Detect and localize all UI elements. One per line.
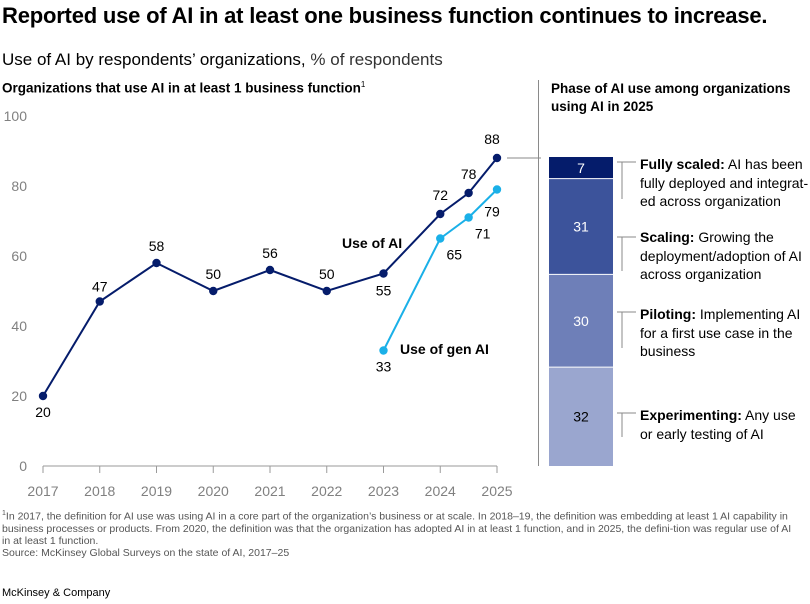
subtitle-unit: % of respondents [305, 50, 443, 69]
phase-scaling: Scaling: Growing the deployment/adoption… [640, 228, 810, 284]
y-tick-label-100: 100 [4, 108, 28, 124]
point-gen-ai-2023 [379, 346, 388, 355]
panel-divider [538, 80, 539, 466]
data-label-gen-ai-2024: 65 [446, 247, 462, 263]
data-label-gen-ai-2025: 79 [484, 204, 500, 220]
point-gen-ai-2024 [436, 234, 445, 243]
phase-scaling-desc: Growing the deployment/adoption of AI ac… [640, 229, 802, 282]
phase-experimenting: Experimenting: Any use or early testing … [640, 406, 810, 443]
x-tick-label-2023: 2023 [368, 483, 399, 499]
series-label-ai: Use of AI [342, 235, 402, 251]
data-label-ai-2022: 50 [319, 266, 335, 282]
data-label-ai-2018: 47 [92, 279, 108, 295]
bar-segment-piloting [549, 274, 613, 368]
phase-piloting-name: Piloting: [640, 306, 696, 322]
y-tick-label-40: 40 [11, 318, 27, 334]
series-line-ai [42, 157, 498, 397]
phase-fully-scaled: Fully scaled: AI has been fully deployed… [640, 155, 810, 211]
bar-value-scaling: 31 [573, 219, 589, 235]
line-chart-heading: Organizations that use AI in at least 1 … [2, 80, 365, 96]
x-tick-label-2021: 2021 [254, 483, 285, 499]
bar-value-fully-scaled: 7 [577, 160, 585, 176]
source-note: Source: McKinsey Global Surveys on the s… [2, 547, 290, 560]
x-tick-label-2025: 2025 [481, 483, 512, 499]
y-tick-label-60: 60 [11, 248, 27, 264]
point-ai-2024.5 [464, 188, 473, 198]
bar-chart-heading: Phase of AI use among organizations usin… [551, 81, 791, 114]
footnote: 1In 2017, the definition for AI use was … [2, 508, 802, 559]
phase-experimenting-name: Experimenting: [640, 407, 742, 423]
chart-subtitle: Use of AI by respondents’ organizations,… [2, 50, 443, 70]
bar-segment-fully-scaled [549, 157, 613, 179]
bar-segment-scaling [549, 178, 613, 275]
point-gen-ai-2025 [492, 185, 502, 194]
x-tick-label-2017: 2017 [27, 483, 58, 499]
footnote-marker: 1 [360, 80, 366, 89]
footnote-body: In 2017, the definition for AI use was u… [2, 510, 792, 547]
data-label-ai-2020: 50 [205, 266, 221, 282]
x-tick-label-2018: 2018 [84, 483, 115, 499]
y-tick-label-80: 80 [11, 178, 27, 194]
bar-value-experimenting: 32 [573, 409, 589, 425]
point-ai-2023 [379, 269, 388, 278]
bar-segment-experimenting [549, 367, 613, 466]
point-ai-2021 [265, 265, 275, 275]
point-ai-2024 [436, 209, 445, 219]
footnote-text: 1In 2017, the definition for AI use was … [2, 508, 802, 547]
series-label-gen-ai: Use of gen AI [400, 341, 489, 357]
y-tick-label-20: 20 [11, 388, 27, 404]
series-line-gen-ai [382, 188, 498, 351]
line-chart-heading-text: Organizations that use AI in at least 1 … [2, 80, 361, 96]
data-label-ai-2023: 55 [376, 283, 392, 299]
phase-fully-scaled-name: Fully scaled: [640, 156, 725, 172]
phase-experimenting-desc: Any use or early testing of AI [640, 407, 796, 442]
brand-logo-text: McKinsey & Company [2, 587, 111, 599]
phase-fully-scaled-desc: AI has been fully deployed and integrat-… [640, 156, 809, 209]
point-gen-ai-2024.5 [464, 213, 473, 222]
y-tick-label-0: 0 [19, 458, 27, 474]
footnote-number: 1 [2, 510, 6, 517]
data-label-ai-2019: 58 [149, 238, 165, 254]
data-label-gen-ai-2024.5: 71 [475, 226, 491, 242]
data-label-ai-2017: 20 [35, 404, 51, 420]
point-ai-2025 [492, 153, 502, 163]
point-ai-2019 [152, 258, 161, 268]
chart-title: Reported use of AI in at least one busin… [2, 3, 768, 28]
point-ai-2020 [209, 286, 218, 296]
x-tick-label-2019: 2019 [141, 483, 172, 499]
point-ai-2017 [38, 391, 48, 401]
data-label-ai-2021: 56 [262, 245, 278, 261]
x-tick-label-2024: 2024 [425, 483, 456, 499]
data-label-gen-ai-2023: 33 [376, 359, 392, 375]
point-ai-2018 [95, 297, 104, 306]
subtitle-main: Use of AI by respondents’ organizations, [2, 50, 306, 69]
phase-piloting-desc: Implementing AI for a first use case in … [640, 306, 801, 359]
x-tick-label-2022: 2022 [311, 483, 342, 499]
x-tick-label-2020: 2020 [198, 483, 229, 499]
data-label-ai-2024.5: 78 [461, 166, 477, 182]
data-label-ai-2025: 88 [484, 131, 500, 147]
point-ai-2022 [322, 286, 331, 296]
phase-piloting: Piloting: Implementing AI for a first us… [640, 305, 810, 361]
bar-value-piloting: 30 [573, 313, 589, 329]
phase-scaling-name: Scaling: [640, 229, 695, 245]
data-label-ai-2024: 72 [432, 187, 448, 203]
